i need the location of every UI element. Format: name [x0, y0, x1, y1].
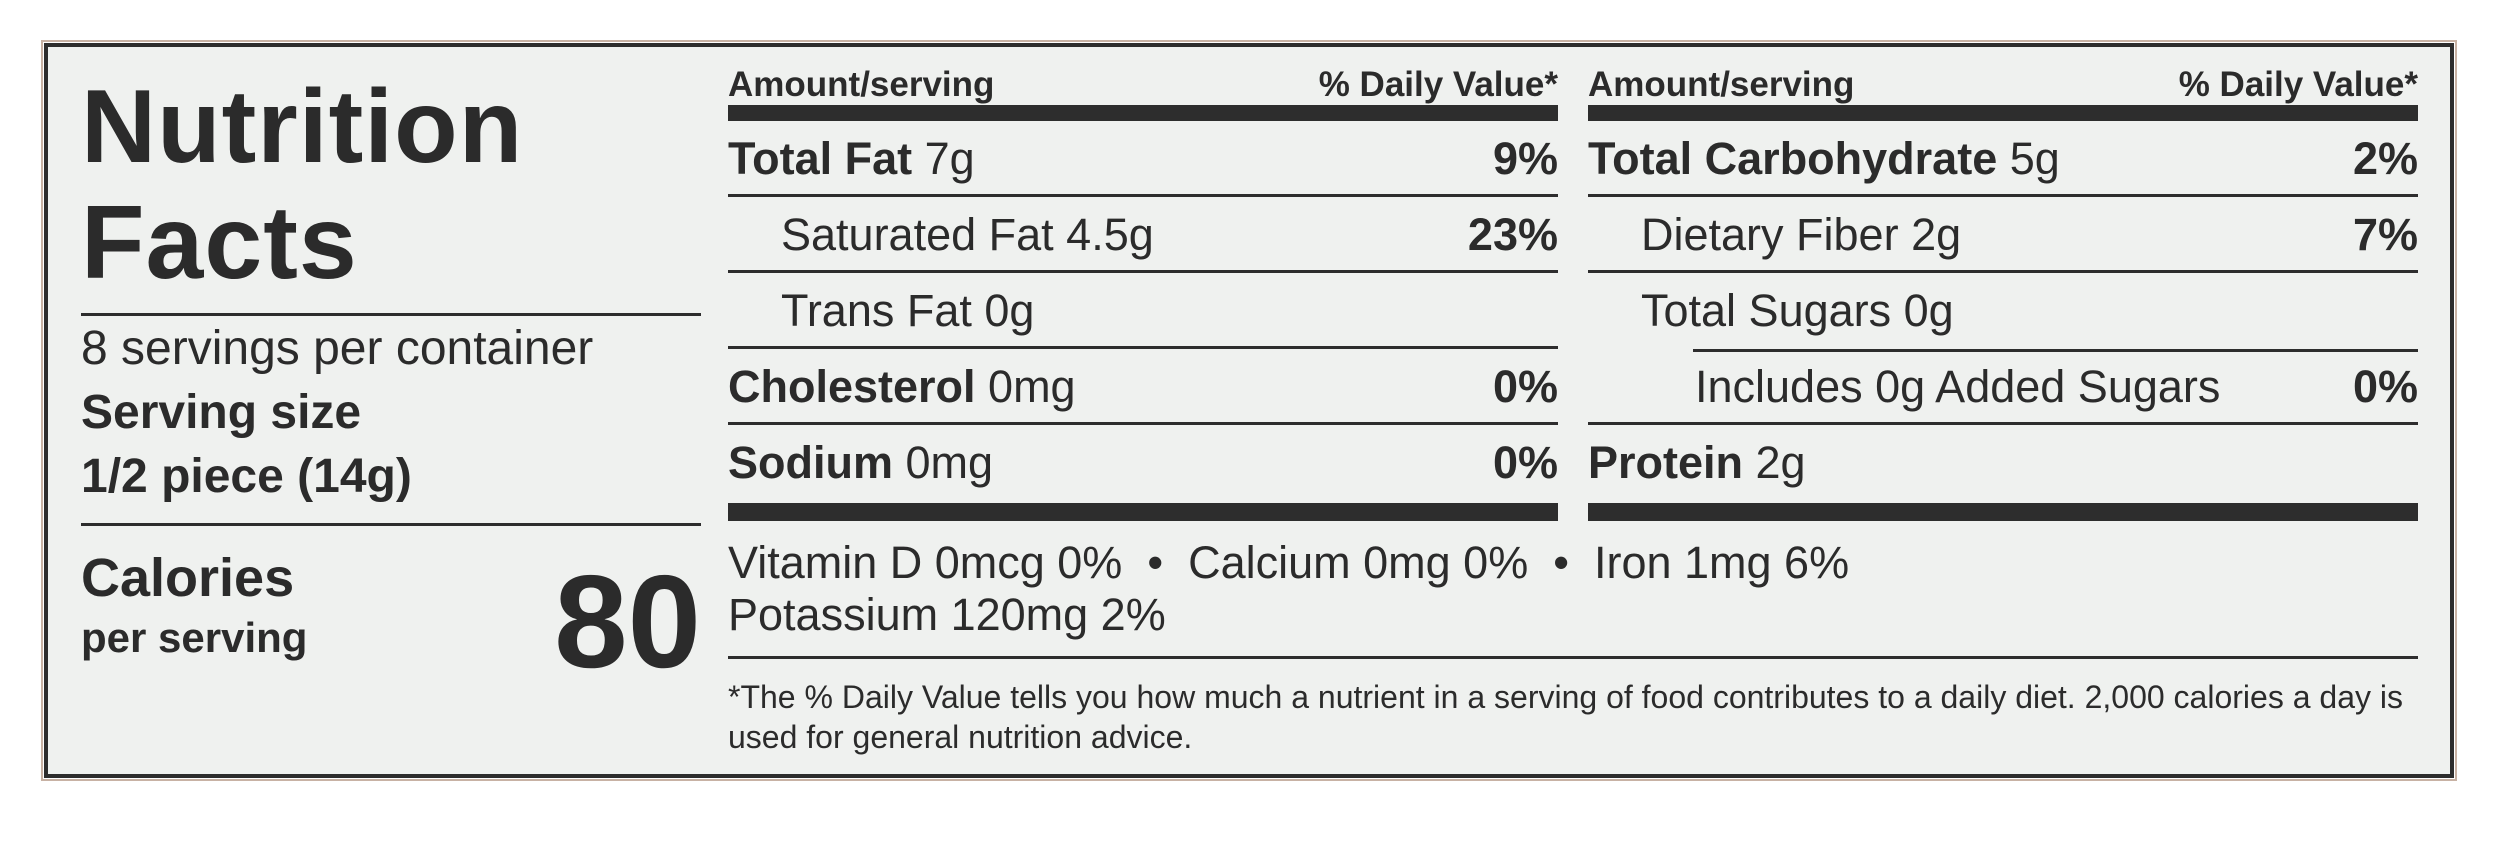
- nutrient-dv: 9%: [1492, 133, 1558, 184]
- table-header: Amount/serving % Daily Value*: [728, 65, 1558, 105]
- nutrient-table-left: Amount/serving % Daily Value* Total Fat …: [728, 65, 1558, 501]
- calories-value: 80: [554, 548, 701, 695]
- nutrient-name: Trans Fat 0g: [781, 285, 1035, 336]
- nutrient-amount: 7g: [912, 133, 975, 184]
- nutrient-row-dietary-fiber: Dietary Fiber 2g 7%: [1588, 197, 2418, 273]
- nutrient-name: Saturated Fat 4.5g: [781, 209, 1154, 260]
- nutrient-amount: 5g: [1997, 133, 2060, 184]
- nutrient-row-total-carbohydrate: Total Carbohydrate 5g 2%: [1588, 121, 2418, 197]
- nutrient-row-trans-fat: Trans Fat 0g: [728, 273, 1558, 349]
- nutrient-amount: 0mg: [975, 361, 1076, 412]
- vitamins-minerals: Vitamin D 0mcg 0% • Calcium 0mg 0% • Iro…: [728, 537, 1849, 641]
- nutrient-dv: 23%: [1467, 209, 1558, 260]
- nutrient-row-saturated-fat: Saturated Fat 4.5g 23%: [728, 197, 1558, 273]
- nutrient-dv: 7%: [2352, 209, 2418, 260]
- nutrient-row-total-sugars: Total Sugars 0g: [1588, 273, 2418, 349]
- calories-sublabel: per serving: [81, 614, 308, 661]
- nutrient-dv: 0%: [1492, 361, 1558, 412]
- nutrient-name: Total Carbohydrate: [1588, 133, 1998, 184]
- nutrition-facts-label: Nutrition Facts 8 servings per container…: [41, 40, 2457, 781]
- footnote-divider: [728, 656, 2418, 659]
- nutrient-dv: 2%: [2352, 133, 2418, 184]
- daily-value-header: % Daily Value*: [1318, 65, 1558, 104]
- table-header: Amount/serving % Daily Value*: [1588, 65, 2418, 105]
- nutrient-name: Total Sugars 0g: [1641, 285, 1954, 336]
- serving-size-value: 1/2 piece (14g): [81, 450, 412, 503]
- nutrient-name: Total Fat: [728, 133, 913, 184]
- serving-size: Serving size 1/2 piece (14g): [81, 381, 412, 509]
- daily-value-header: % Daily Value*: [2178, 65, 2418, 104]
- nutrient-dv: 0%: [1492, 437, 1558, 488]
- divider: [81, 313, 701, 316]
- nutrient-amount: 2g: [1743, 437, 1806, 488]
- nutrient-name: Includes 0g Added Sugars: [1695, 361, 2221, 412]
- bottom-bar-right: [1588, 503, 2418, 521]
- vitamins-line-1: Vitamin D 0mcg 0% • Calcium 0mg 0% • Iro…: [728, 537, 1850, 588]
- servings-per-container: 8 servings per container: [81, 322, 594, 375]
- vitamins-line-2: Potassium 120mg 2%: [728, 589, 1166, 640]
- added-sugars-divider: [1693, 349, 2418, 352]
- title-line-2: Facts: [81, 185, 358, 301]
- nutrient-row-cholesterol: Cholesterol 0mg 0%: [728, 349, 1558, 425]
- header-bar: [728, 105, 1558, 121]
- nutrient-name: Protein: [1588, 437, 1744, 488]
- nutrient-name: Cholesterol: [728, 361, 976, 412]
- divider: [81, 523, 701, 526]
- nutrition-facts-title: Nutrition Facts: [81, 69, 523, 301]
- left-column: Nutrition Facts 8 servings per container…: [81, 47, 701, 774]
- nutrient-dv: 0%: [2352, 361, 2418, 412]
- bottom-bar-left: [728, 503, 1558, 521]
- nutrient-name: Dietary Fiber 2g: [1641, 209, 1962, 260]
- serving-size-label: Serving size: [81, 386, 362, 439]
- calories-label: Calories: [81, 548, 295, 608]
- nutrient-row-protein: Protein 2g: [1588, 425, 2418, 501]
- nutrient-row-total-fat: Total Fat 7g 9%: [728, 121, 1558, 197]
- amount-serving-header: Amount/serving: [728, 65, 995, 104]
- nutrient-name: Sodium: [728, 437, 893, 488]
- amount-serving-header: Amount/serving: [1588, 65, 1855, 104]
- nutrient-table-right: Amount/serving % Daily Value* Total Carb…: [1588, 65, 2418, 501]
- header-bar: [1588, 105, 2418, 121]
- nutrient-row-sodium: Sodium 0mg 0%: [728, 425, 1558, 501]
- daily-value-footnote: *The % Daily Value tells you how much a …: [728, 679, 2403, 755]
- title-line-1: Nutrition: [81, 69, 524, 185]
- nutrient-row-added-sugars: Includes 0g Added Sugars 0%: [1588, 349, 2418, 425]
- nutrient-amount: 0mg: [893, 437, 994, 488]
